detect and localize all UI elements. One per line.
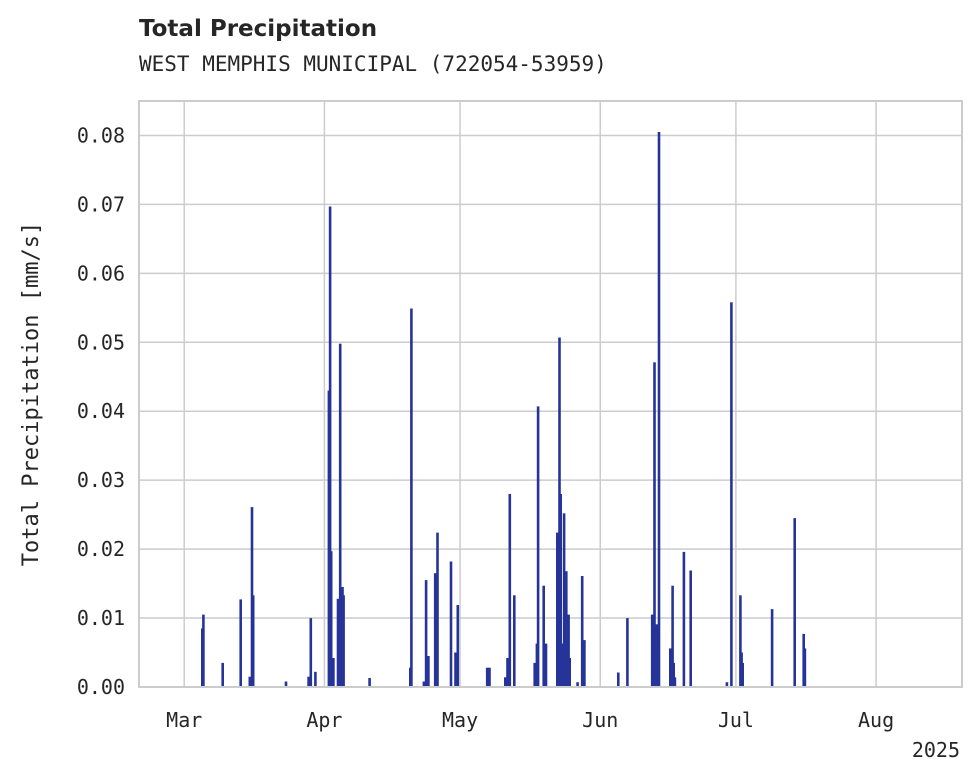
precip-bar (803, 648, 807, 687)
precip-bar (248, 676, 252, 687)
y-tick-label: 0.03 (77, 468, 125, 492)
precip-bar (655, 624, 659, 687)
precip-bar (427, 656, 430, 687)
bar-series (201, 132, 807, 687)
precip-bar (580, 576, 584, 687)
precip-bar (449, 561, 453, 687)
precip-bar (221, 662, 224, 687)
precip-bar (251, 595, 255, 687)
precip-bar (544, 643, 548, 687)
x-tick-label: Apr (306, 708, 342, 732)
precip-bar (626, 618, 629, 687)
precip-bar (653, 362, 656, 687)
precip-bar (650, 614, 654, 687)
precip-bar (307, 676, 310, 687)
precip-bar (673, 677, 677, 687)
grid-lines (139, 101, 962, 688)
precip-bar (568, 658, 571, 687)
precip-bar (682, 551, 686, 687)
precip-bar (741, 662, 744, 687)
y-tick-label: 0.07 (77, 192, 125, 216)
y-axis-label: Total Precipitation [mm/s] (19, 222, 44, 566)
precip-bar (239, 599, 242, 687)
precip-bar (567, 614, 570, 687)
year-label: 2025 (912, 738, 960, 762)
precip-bar (725, 682, 729, 687)
x-tick-label: Mar (166, 708, 202, 732)
precip-bar (202, 614, 205, 687)
precip-bar (436, 532, 439, 687)
precip-bar (328, 206, 332, 687)
y-tick-label: 0.06 (77, 261, 125, 285)
precip-bar (542, 585, 545, 687)
precip-bar (669, 648, 672, 687)
plot-frame (138, 100, 963, 688)
precip-bar (559, 494, 562, 687)
precip-bar (730, 302, 733, 687)
y-tick-label: 0.05 (77, 330, 125, 354)
precip-bar (657, 132, 661, 687)
y-tick-labels: 0.00 0.01 0.02 0.03 0.04 0.05 0.06 0.07 0.08 (77, 123, 125, 699)
y-tick-label: 0.04 (77, 399, 125, 423)
chart-title: Total Precipitation (139, 16, 378, 42)
precip-bar (309, 618, 313, 687)
precip-bar (454, 652, 457, 687)
precip-bar (314, 671, 317, 687)
precip-bar (617, 672, 620, 687)
precip-bar (506, 658, 509, 687)
precip-bar (583, 640, 586, 687)
precip-bar (562, 513, 566, 687)
precip-bar (508, 494, 512, 687)
precip-bar (368, 678, 371, 687)
precip-bar (793, 518, 796, 687)
precip-bar (342, 595, 345, 687)
precip-bar (576, 682, 579, 687)
y-tick-label: 0.02 (77, 537, 125, 561)
precip-bar (456, 605, 460, 687)
precip-bar (672, 662, 675, 687)
precip-bar (560, 643, 564, 687)
precip-bar (504, 677, 507, 687)
precip-bar (329, 551, 333, 687)
precip-bar (424, 580, 428, 687)
precip-bar (739, 595, 742, 687)
precip-bar (410, 308, 413, 687)
precip-bar (565, 571, 568, 687)
y-tick-label: 0.01 (77, 606, 125, 630)
precip-bar (533, 662, 536, 687)
x-tick-label: Aug (858, 708, 894, 732)
precip-bar (433, 573, 437, 687)
precip-bar (556, 532, 559, 687)
y-tick-label: 0.08 (77, 123, 125, 147)
precip-bar (513, 595, 516, 687)
precip-bar (338, 343, 342, 687)
precip-bar (422, 681, 426, 687)
precip-bar (485, 667, 489, 687)
precip-bar (284, 681, 288, 687)
precip-bar (671, 585, 674, 687)
precip-bar (536, 406, 540, 687)
x-tick-labels: Mar Apr May Jun Jul Aug (166, 708, 894, 732)
precip-bar (689, 570, 692, 687)
precip-bar (332, 658, 335, 687)
x-tick-label: May (442, 708, 478, 732)
precip-bar (488, 667, 491, 687)
precip-bar (770, 609, 774, 687)
y-tick-label: 0.00 (77, 675, 125, 699)
x-tick-label: Jun (582, 708, 618, 732)
chart-subtitle: WEST MEMPHIS MUNICIPAL (722054-53959) (139, 52, 607, 76)
precip-bar (336, 598, 340, 687)
x-tick-label: Jul (718, 708, 754, 732)
